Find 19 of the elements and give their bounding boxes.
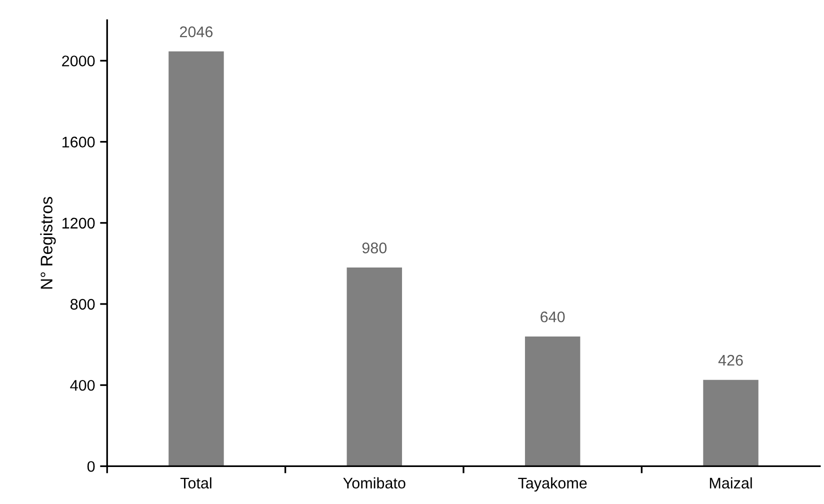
y-axis-title: N° Registros: [40, 196, 56, 289]
bar: [168, 51, 224, 466]
bar: [524, 336, 580, 466]
y-tick-label: 800: [70, 298, 95, 310]
x-tick-label: Total: [180, 477, 212, 489]
y-tick-label: 1600: [62, 136, 95, 148]
data-label: 2046: [180, 26, 213, 38]
data-label: 640: [540, 311, 565, 322]
x-tick-label: Yomibato: [343, 477, 406, 489]
y-tick-label: 1200: [62, 218, 95, 229]
bar: [703, 380, 758, 466]
y-tick-label: 2000: [62, 56, 95, 66]
data-label: 426: [718, 354, 743, 366]
y-tick-label: 400: [70, 380, 95, 391]
y-tick-label: 0: [87, 461, 95, 472]
x-tick-label: Maizal: [710, 477, 752, 489]
x-tick-label: Tayakome: [518, 477, 587, 492]
bar: [346, 268, 402, 466]
data-label: 980: [362, 242, 387, 254]
